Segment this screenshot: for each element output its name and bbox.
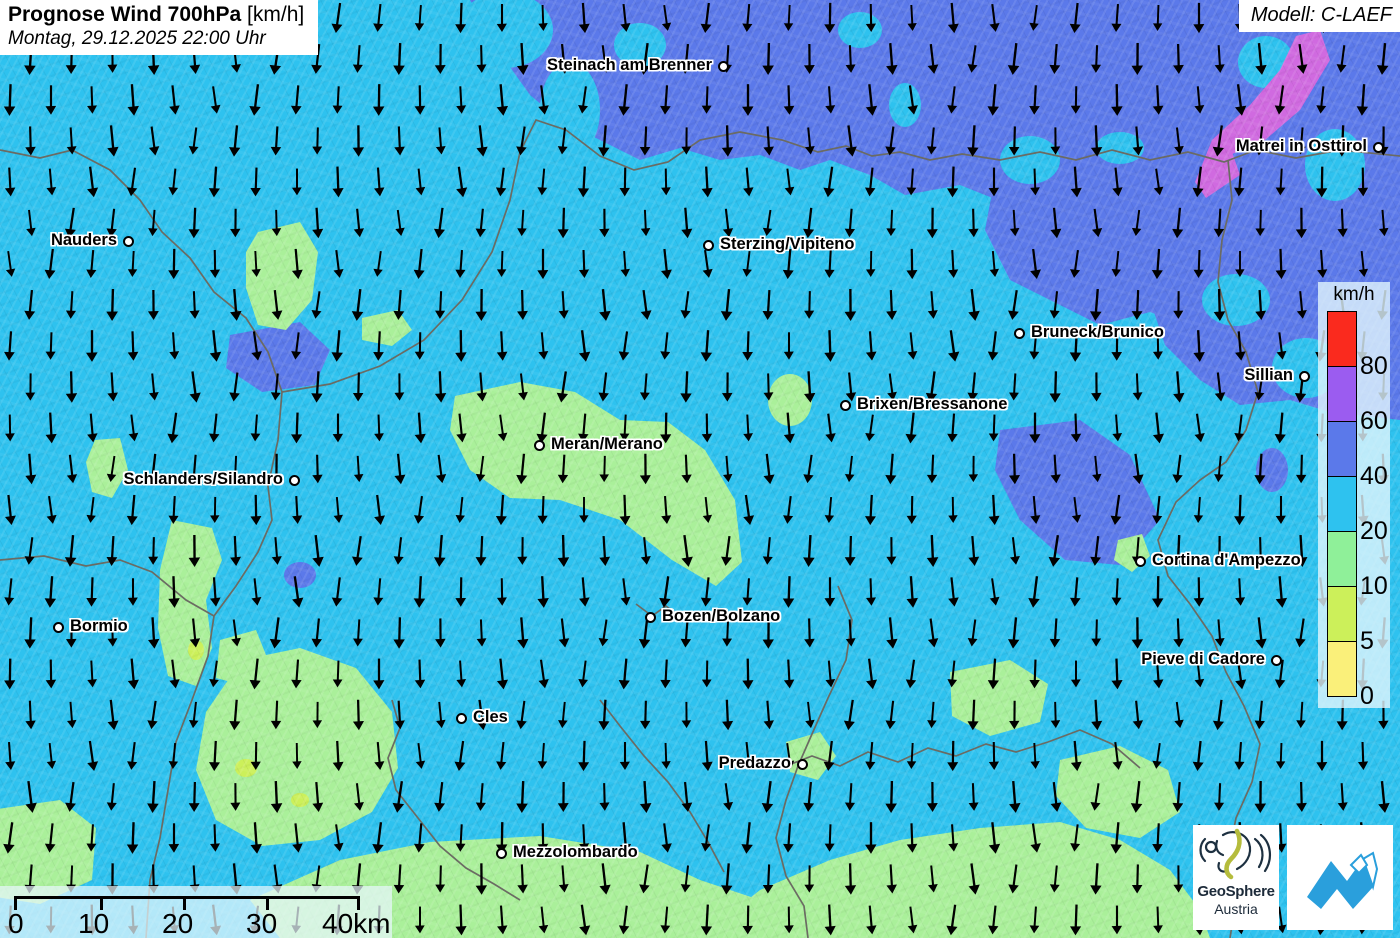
page-title: Prognose Wind 700hPa [km/h]	[8, 3, 304, 28]
city-dot-icon	[1299, 371, 1310, 382]
city-label: Nauders	[50, 231, 117, 249]
legend-band-60: 60	[1327, 366, 1388, 435]
city-dot-icon	[1014, 328, 1025, 339]
legend-band-5: 5	[1327, 586, 1374, 655]
city-label: Steinach am Brenner	[546, 56, 712, 74]
city-label: Bruneck/Brunico	[1031, 323, 1164, 341]
city-dot-icon	[1373, 142, 1384, 153]
city-label: Bormio	[70, 617, 128, 635]
scalebar-label-3: 30	[246, 908, 278, 938]
city-label: Cortina d'Ampezzo	[1152, 551, 1301, 569]
city-dot-icon	[840, 400, 851, 411]
city-label: Meran/Merano	[551, 435, 663, 453]
city-dot-icon	[53, 622, 64, 633]
city-dot-icon	[645, 612, 656, 623]
city-label: Predazzo	[718, 754, 791, 772]
title-box: Prognose Wind 700hPa [km/h] Montag, 29.1…	[0, 0, 319, 56]
geosphere-mark-icon	[1199, 828, 1271, 880]
geosphere-austria-logo: GeoSphere Austria	[1193, 825, 1279, 930]
scalebar-label-0: 0	[8, 908, 24, 938]
legend-tick-40: 40	[1360, 462, 1388, 490]
city-dot-icon	[1135, 556, 1146, 567]
city-dot-icon	[123, 236, 134, 247]
legend-tick-5: 5	[1360, 627, 1374, 655]
legend-band-80: 80	[1327, 311, 1388, 380]
city-label: Mezzolombardo	[513, 843, 638, 861]
legend-tick-0: 0	[1360, 682, 1374, 710]
city-label: Matrei in Osttirol	[1235, 137, 1367, 155]
legend-band-0: 0	[1327, 641, 1374, 710]
city-dot-icon	[289, 475, 300, 486]
mountain-arrow-icon	[1307, 851, 1379, 909]
city-dot-icon	[496, 848, 507, 859]
legend-tick-60: 60	[1360, 407, 1388, 435]
legend-band-10: 10	[1327, 531, 1388, 600]
city-label: Pieve di Cadore	[1141, 650, 1265, 668]
legend-band-20: 20	[1327, 476, 1388, 545]
legend-tick-10: 10	[1360, 572, 1388, 600]
scalebar-label-2: 20	[162, 908, 194, 938]
legend-band-40: 40	[1327, 421, 1388, 490]
scalebar-label-1: 10	[78, 908, 110, 938]
city-dot-icon	[703, 240, 714, 251]
forecast-timestamp: Montag, 29.12.2025 22:00 Uhr	[8, 27, 266, 49]
secondary-logo	[1287, 825, 1393, 930]
geosphere-wordmark-line1: GeoSphere	[1197, 883, 1275, 900]
legend-bands: 80 60 40 20 10 5 0	[1327, 311, 1388, 710]
city-label: Bozen/Bolzano	[662, 607, 781, 625]
city-dot-icon	[456, 713, 467, 724]
legend-tick-20: 20	[1360, 517, 1388, 545]
model-label: Modell: C-LAEF	[1238, 0, 1400, 32]
city-label: Sterzing/Vipiteno	[720, 235, 855, 253]
colorbar-legend: km/h 80 60 40 20 10 5 0	[1318, 282, 1390, 710]
distance-scalebar: 0 10 20 30 40km	[0, 886, 392, 938]
city-label: Sillian	[1244, 366, 1293, 384]
city-label: Schlanders/Silandro	[123, 470, 283, 488]
city-label: Brixen/Bressanone	[857, 395, 1008, 413]
city-dot-icon	[718, 61, 729, 72]
city-dot-icon	[534, 440, 545, 451]
scalebar-label-4: 40km	[322, 908, 391, 938]
title-unit: [km/h]	[247, 3, 305, 26]
city-dot-icon	[797, 759, 808, 770]
city-dot-icon	[1271, 655, 1282, 666]
legend-tick-80: 80	[1360, 352, 1388, 380]
city-label: Cles	[473, 708, 508, 726]
title-main: Prognose Wind 700hPa	[8, 3, 242, 26]
geosphere-wordmark-line2: Austria	[1214, 901, 1258, 917]
legend-unit-label: km/h	[1333, 284, 1375, 305]
